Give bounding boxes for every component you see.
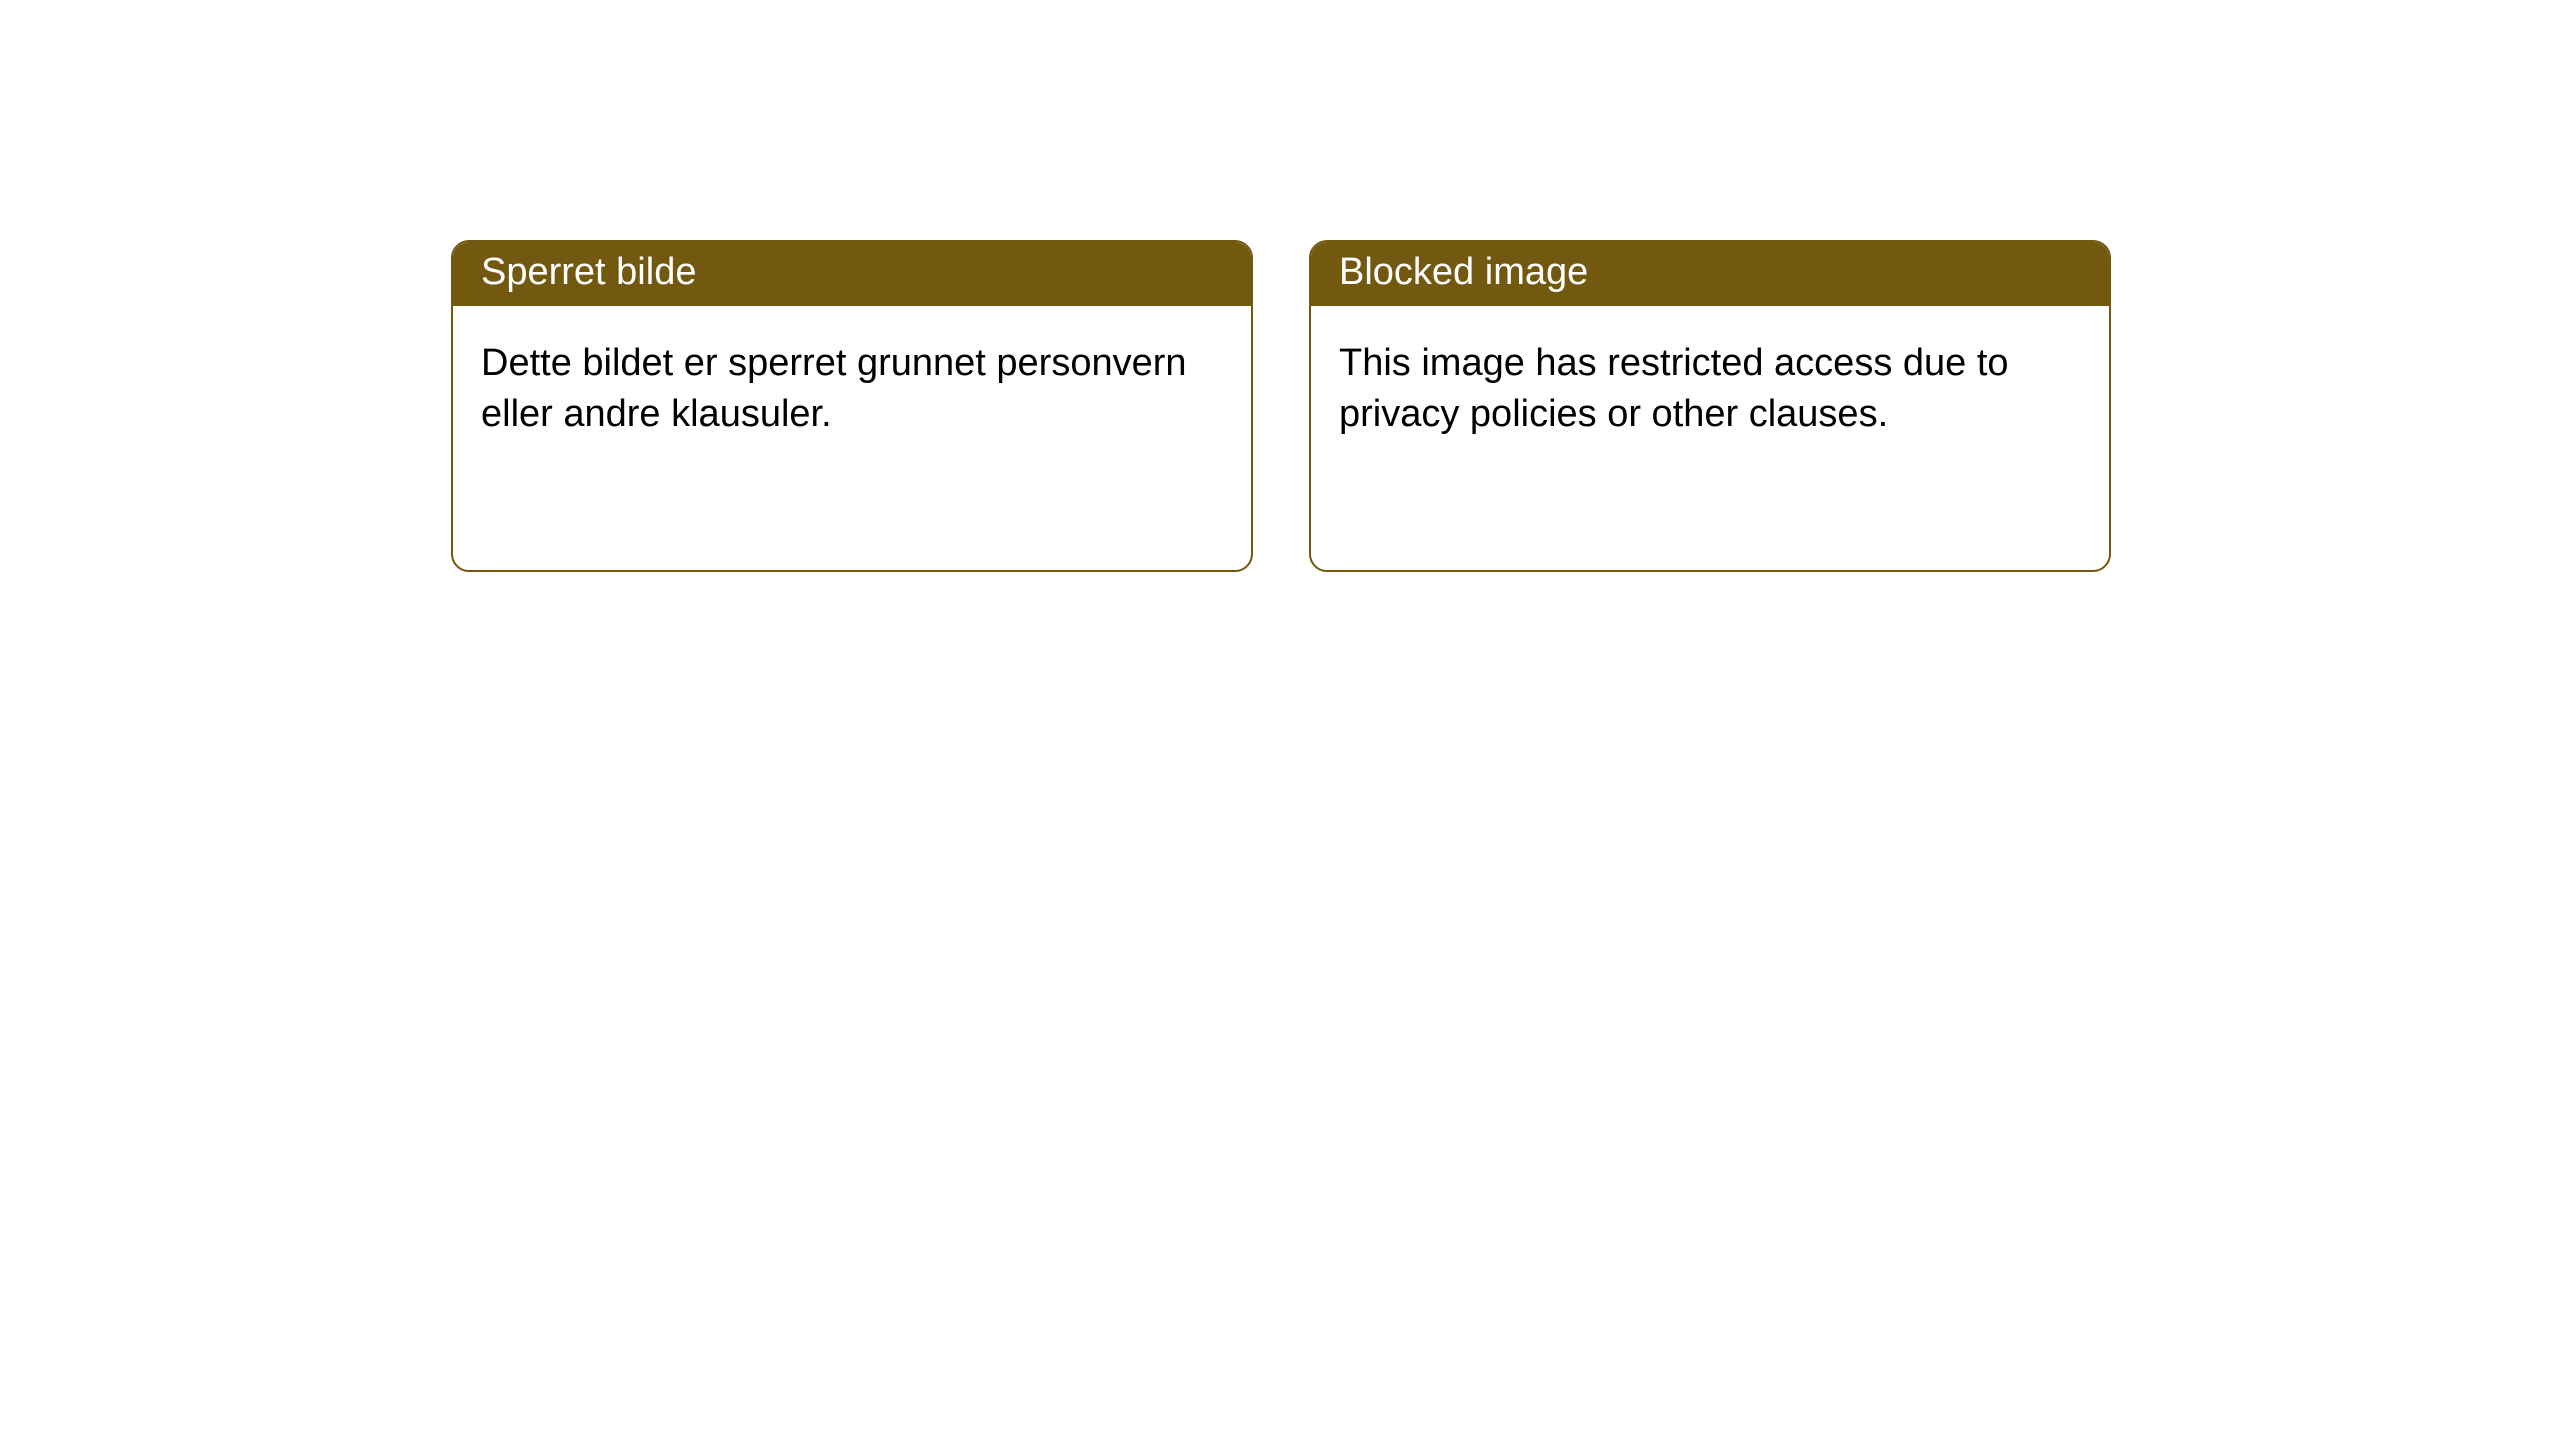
- notice-container: Sperret bilde Dette bildet er sperret gr…: [0, 0, 2560, 572]
- notice-card-body: This image has restricted access due to …: [1311, 306, 2109, 473]
- notice-card-english: Blocked image This image has restricted …: [1309, 240, 2111, 572]
- notice-card-title: Blocked image: [1311, 242, 2109, 306]
- notice-card-body: Dette bildet er sperret grunnet personve…: [453, 306, 1251, 473]
- notice-card-norwegian: Sperret bilde Dette bildet er sperret gr…: [451, 240, 1253, 572]
- notice-card-title: Sperret bilde: [453, 242, 1251, 306]
